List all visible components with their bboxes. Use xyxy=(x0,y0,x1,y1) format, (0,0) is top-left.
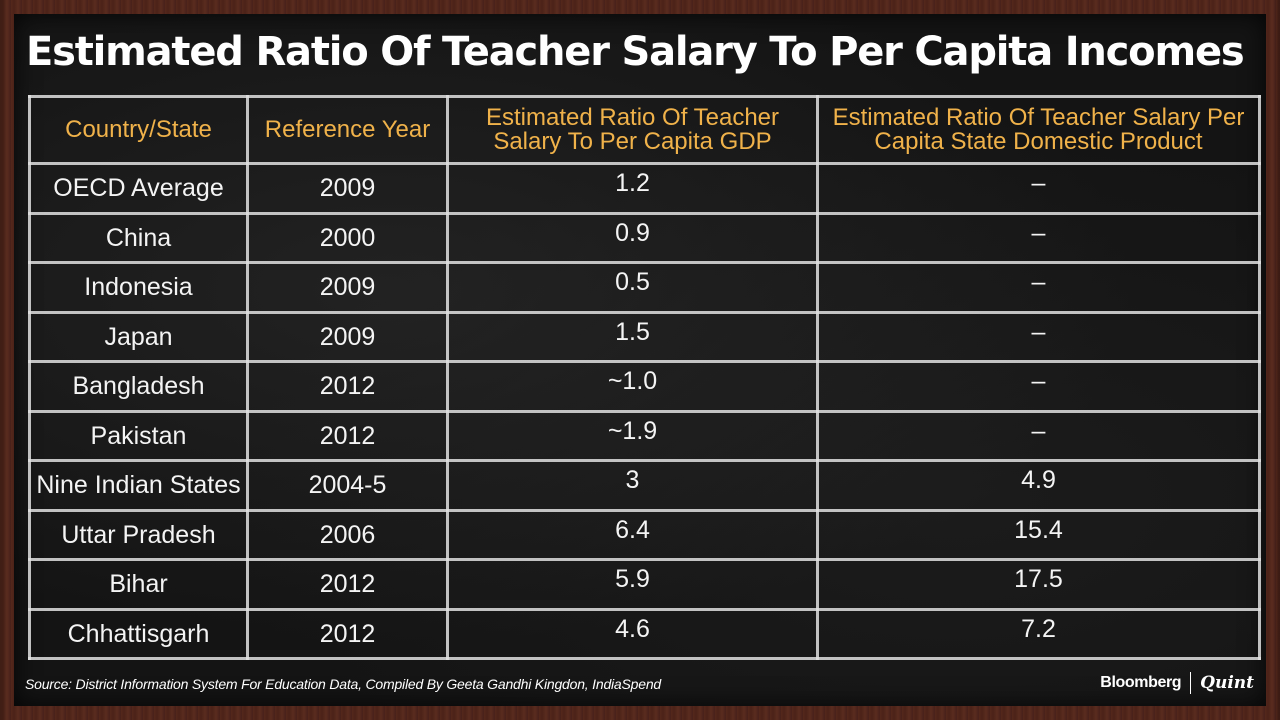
data-table: Country/State Reference Year Estimated R… xyxy=(28,95,1261,660)
cell-country: Chhattisgarh xyxy=(28,607,249,660)
cell-country: China xyxy=(28,211,249,264)
cell-year: 2009 xyxy=(246,162,449,215)
table-row: OECD Average 2009 1.2– xyxy=(28,162,1261,215)
brand-bloomberg: Bloomberg xyxy=(1100,674,1182,691)
cell-ratio-gdp: 3 xyxy=(446,459,819,512)
cell-ratio-sdp: 4.9 xyxy=(816,459,1261,512)
brand-divider xyxy=(1190,672,1192,694)
column-header-ratio-sdp: Estimated Ratio Of Teacher Salary Per Ca… xyxy=(816,95,1261,165)
cell-year: 2012 xyxy=(246,558,449,611)
cell-ratio-sdp: 17.5 xyxy=(816,558,1261,611)
cell-year: 2006 xyxy=(246,508,449,561)
cell-year: 2012 xyxy=(246,360,449,413)
cell-ratio-sdp: – xyxy=(816,360,1261,413)
cell-ratio-gdp: 1.5 xyxy=(446,310,819,363)
cell-country: Uttar Pradesh xyxy=(28,508,249,561)
cell-ratio-sdp: – xyxy=(816,409,1261,462)
cell-ratio-sdp: – xyxy=(816,211,1261,264)
cell-country: Nine Indian States xyxy=(28,459,249,512)
column-header-country: Country/State xyxy=(28,95,249,165)
table-row: Japan 2009 1.5– xyxy=(28,310,1261,363)
table-row: Indonesia 2009 0.5– xyxy=(28,261,1261,314)
table-row: Uttar Pradesh 2006 6.4 15.4 xyxy=(28,508,1261,561)
table-row: Bangladesh 2012 ~1.0– xyxy=(28,360,1261,413)
table-body: OECD Average 2009 1.2– China 2000 0.9– Indones… xyxy=(28,162,1261,660)
cell-country: Indonesia xyxy=(28,261,249,314)
cell-ratio-gdp: 4.6 xyxy=(446,607,819,660)
cell-ratio-sdp: – xyxy=(816,310,1261,363)
chart-title: Estimated Ratio Of Teacher Salary To Per… xyxy=(26,29,1245,75)
header-row: Country/State Reference Year Estimated R… xyxy=(28,95,1261,165)
cell-ratio-gdp: ~1.0 xyxy=(446,360,819,413)
table-row: Chhattisgarh 2012 4.6 7.2 xyxy=(28,607,1261,660)
cell-ratio-sdp: – xyxy=(816,261,1261,314)
cell-ratio-sdp: 7.2 xyxy=(816,607,1261,660)
cell-year: 2009 xyxy=(246,310,449,363)
cell-ratio-gdp: 0.9 xyxy=(446,211,819,264)
table-row: Bihar 2012 5.9 17.5 xyxy=(28,558,1261,611)
cell-ratio-gdp: 1.2 xyxy=(446,162,819,215)
brand-quint: Quint xyxy=(1200,673,1254,693)
cell-ratio-gdp: 5.9 xyxy=(446,558,819,611)
cell-ratio-sdp: 15.4 xyxy=(816,508,1261,561)
cell-year: 2012 xyxy=(246,607,449,660)
cell-ratio-sdp: – xyxy=(816,162,1261,215)
source-note: Source: District Information System For … xyxy=(25,676,662,692)
column-header-ratio-gdp: Estimated Ratio Of Teacher Salary To Per… xyxy=(446,95,819,165)
table-row: Pakistan 2012 ~1.9– xyxy=(28,409,1261,462)
column-header-year: Reference Year xyxy=(246,95,449,165)
cell-year: 2004-5 xyxy=(246,459,449,512)
cell-country: Pakistan xyxy=(28,409,249,462)
cell-ratio-gdp: 0.5 xyxy=(446,261,819,314)
cell-ratio-gdp: 6.4 xyxy=(446,508,819,561)
cell-ratio-gdp: ~1.9 xyxy=(446,409,819,462)
cell-country: OECD Average xyxy=(28,162,249,215)
cell-year: 2000 xyxy=(246,211,449,264)
cell-country: Bihar xyxy=(28,558,249,611)
table-row: China 2000 0.9– xyxy=(28,211,1261,264)
cell-country: Bangladesh xyxy=(28,360,249,413)
cell-year: 2012 xyxy=(246,409,449,462)
brand-logo: Bloomberg Quint xyxy=(1100,672,1254,694)
cell-year: 2009 xyxy=(246,261,449,314)
cell-country: Japan xyxy=(28,310,249,363)
table-row: Nine Indian States 2004-5 3 4.9 xyxy=(28,459,1261,512)
